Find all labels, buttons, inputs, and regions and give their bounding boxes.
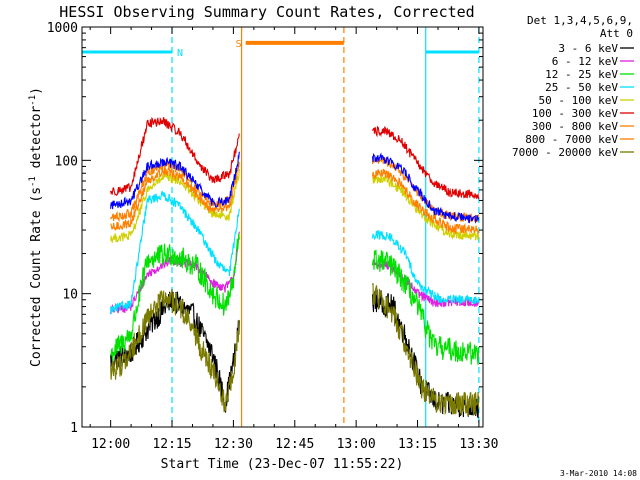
- series-line-8-seg-0: [110, 289, 240, 413]
- x-tick-label-2: 12:30: [214, 437, 253, 452]
- legend-label-1: 6 - 12 keV: [552, 55, 619, 68]
- series-line-3-seg-0: [110, 190, 240, 315]
- legend-label-4: 50 - 100 keV: [539, 94, 619, 107]
- y-tick-label-2: 100: [55, 154, 78, 169]
- flag-label-s: S: [236, 39, 242, 50]
- y-axis-label-part-2: detector: [29, 106, 44, 177]
- series-line-5-seg-0: [110, 116, 240, 196]
- series-line-9-seg-1: [371, 152, 480, 224]
- series-line-7-seg-0: [110, 160, 240, 223]
- plot-frame: [81, 26, 484, 428]
- y-tick-label-0: 1: [70, 421, 78, 436]
- legend-label-3: 25 - 50 keV: [545, 81, 618, 94]
- legend-label-6: 300 - 800 keV: [532, 120, 618, 133]
- series-line-6-seg-1: [371, 168, 480, 235]
- x-tick-label-5: 13:15: [398, 437, 437, 452]
- x-tick-label-0: 12:00: [91, 437, 130, 452]
- legend-label-2: 12 - 25 keV: [545, 68, 618, 81]
- series-line-2-seg-0: [110, 233, 240, 363]
- timestamp: 3-Mar-2010 14:08: [560, 469, 637, 478]
- x-axis-label: Start Time (23-Dec-07 11:55:22): [161, 457, 404, 472]
- y-axis-label-part-1: Corrected Count Rate (s: [29, 187, 44, 367]
- series-line-2-seg-1: [371, 249, 480, 365]
- x-tick-label-4: 13:00: [337, 437, 376, 452]
- x-ticks: 12:00 12:15 12:30 12:45 13:00 13:15 13:30: [89, 27, 498, 452]
- y-axis-label-exp-2: -1: [28, 95, 38, 106]
- series-layer: [110, 116, 480, 419]
- legend-label-7: 800 - 7000 keV: [525, 133, 618, 146]
- legend-header-line-2: Att 0: [600, 27, 633, 40]
- series-line-8-seg-1: [371, 282, 480, 417]
- legend-label-0: 3 - 6 keV: [558, 42, 618, 55]
- series-line-3-seg-1: [371, 230, 480, 305]
- x-tick-label-1: 12:15: [152, 437, 191, 452]
- y-ticks: 1 10 100 1000: [47, 21, 483, 436]
- x-tick-label-6: 13:30: [459, 437, 498, 452]
- series-line-9-seg-0: [110, 151, 240, 210]
- chart-title: HESSI Observing Summary Count Rates, Cor…: [59, 3, 474, 21]
- y-tick-label-3: 1000: [47, 21, 78, 36]
- y-tick-label-1: 10: [62, 288, 78, 303]
- y-axis-label-part-3: ): [29, 87, 44, 95]
- legend-header-line-1: Det 1,3,4,5,6,9,: [527, 14, 633, 27]
- series-line-5-seg-1: [372, 125, 480, 200]
- y-axis-label: Corrected Count Rate (s-1 detector-1): [28, 87, 44, 367]
- flag-label-n: N: [177, 48, 183, 59]
- y-axis-label-exp-1: -1: [28, 176, 38, 187]
- legend-label-8: 7000 - 20000 keV: [512, 146, 618, 159]
- x-tick-label-3: 12:45: [275, 437, 314, 452]
- series-line-1-seg-0: [110, 231, 240, 315]
- flags-layer: NS: [82, 27, 480, 427]
- series-line-6-seg-0: [110, 165, 240, 232]
- legend-label-5: 100 - 300 keV: [532, 107, 618, 120]
- series-line-4-seg-1: [371, 173, 480, 241]
